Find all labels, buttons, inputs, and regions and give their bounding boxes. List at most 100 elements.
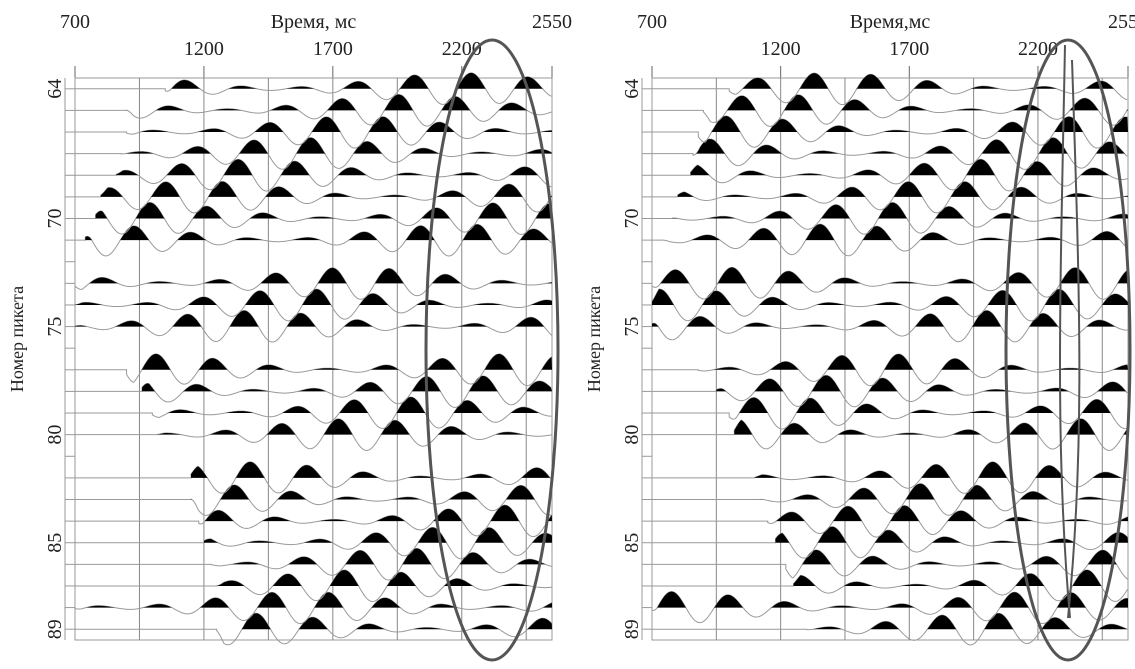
trace — [75, 526, 553, 560]
trace-fill — [760, 483, 1128, 500]
x-axis-title: Время,мс — [850, 11, 931, 33]
y-tick-label: 89 — [621, 619, 643, 639]
x-tick-label: 700 — [60, 11, 90, 33]
trace — [651, 591, 1129, 625]
y-tick-label: 75 — [621, 317, 643, 337]
trace — [75, 484, 552, 516]
trace — [652, 483, 1128, 516]
trace-fill — [165, 72, 553, 89]
trace — [75, 504, 553, 538]
y-tick-label: 85 — [44, 533, 66, 553]
trace-fill — [85, 224, 553, 241]
highlight-ellipse — [1004, 38, 1132, 662]
trace — [652, 461, 1129, 494]
trace-fill — [152, 397, 552, 414]
trace-fill — [75, 267, 552, 284]
trace — [75, 72, 552, 105]
trace-fill — [100, 181, 552, 197]
trace-fill — [211, 548, 552, 565]
trace — [651, 310, 1129, 343]
trace — [75, 94, 552, 127]
y-tick-label: 70 — [621, 209, 643, 229]
trace-fill — [652, 267, 1128, 284]
trace-fill — [126, 94, 552, 111]
x-axis-title: Время, мс — [271, 11, 357, 33]
trace — [652, 353, 1128, 387]
trace — [652, 72, 1128, 106]
trace-fill — [191, 461, 552, 478]
trace-fill — [216, 570, 553, 586]
trace-fill — [716, 375, 1128, 392]
y-tick-label: 64 — [44, 79, 66, 99]
trace — [75, 569, 552, 603]
trace — [652, 397, 1128, 430]
y-tick-label: 85 — [621, 533, 643, 553]
trace-fill — [754, 461, 1128, 478]
trace-fill — [775, 526, 1128, 543]
plot-frame — [74, 77, 553, 641]
trace — [652, 505, 1128, 538]
x-tick-label: 1200 — [761, 38, 801, 60]
trace — [75, 353, 552, 387]
trace-fill — [198, 505, 553, 522]
trace — [75, 461, 552, 494]
highlight-curve — [1059, 44, 1081, 619]
y-tick-label: 75 — [44, 317, 66, 337]
trace-fill — [652, 289, 1128, 305]
trace — [75, 396, 552, 429]
trace — [75, 418, 552, 451]
trace-fill — [734, 418, 1128, 435]
trace — [652, 115, 1128, 149]
y-axis-title: Номер пикета — [584, 286, 604, 392]
trace-fill — [126, 353, 552, 370]
trace-fill — [95, 202, 553, 219]
trace-fill — [75, 310, 552, 327]
trace-fill — [157, 418, 552, 435]
y-tick-label: 64 — [621, 79, 643, 99]
highlight-ellipse — [424, 38, 560, 662]
trace-fill — [116, 159, 552, 176]
trace-fill — [203, 527, 552, 543]
trace-fill — [75, 592, 552, 608]
trace-fill — [767, 505, 1128, 522]
trace — [652, 223, 1128, 257]
trace-fill — [729, 397, 1128, 414]
trace-fill — [652, 591, 1128, 608]
trace-fill — [662, 224, 1128, 241]
trace-fill — [652, 310, 1128, 327]
x-tick-label: 2550 — [532, 11, 572, 33]
trace-fill — [806, 613, 1128, 630]
trace-fill — [690, 159, 1128, 176]
y-tick-label: 80 — [44, 425, 66, 445]
trace-fill — [703, 94, 1128, 111]
trace — [75, 116, 552, 149]
y-tick-label: 70 — [44, 209, 66, 229]
trace-fill — [793, 570, 1128, 586]
trace — [652, 612, 1128, 646]
trace — [652, 549, 1129, 580]
trace — [652, 418, 1128, 451]
plot-frame — [651, 77, 1129, 641]
x-tick-label: 700 — [637, 11, 667, 33]
x-tick-label: 1700 — [889, 38, 929, 60]
trace-fill — [698, 116, 1128, 133]
x-tick-label: 2550 — [1108, 11, 1135, 33]
trace-fill — [672, 202, 1128, 219]
trace-fill — [729, 73, 1128, 89]
x-tick-label: 1700 — [313, 38, 353, 60]
trace-fill — [191, 485, 552, 500]
trace-fill — [121, 137, 552, 154]
y-axis-title: Номер пикета — [7, 286, 27, 392]
trace-fill — [75, 289, 552, 305]
y-tick-label: 80 — [621, 425, 643, 445]
trace — [74, 591, 553, 625]
trace-fill — [785, 550, 1128, 565]
trace — [75, 547, 552, 581]
trace — [652, 158, 1128, 192]
trace-fill — [698, 354, 1128, 370]
x-tick-label: 1200 — [184, 38, 224, 60]
y-tick-label: 89 — [44, 619, 66, 639]
trace-fill — [216, 613, 553, 630]
trace — [652, 202, 1128, 235]
